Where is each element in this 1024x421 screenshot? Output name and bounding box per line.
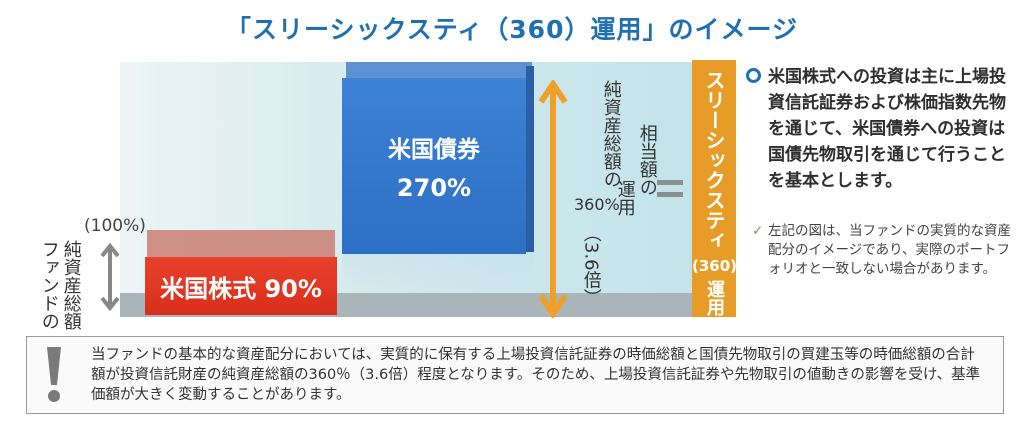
stock-bar-top: [147, 230, 335, 258]
total-label-col2: 360%: [574, 195, 620, 214]
fund-nav-label-col1: 純資産総額: [60, 240, 82, 330]
stock-bar: 米国株式 90%: [145, 257, 337, 315]
bullet-block: 米国株式への投資は主に上場投資信託証券および株価指数先物を通じて、米国債券への投…: [746, 64, 1018, 194]
bond-bar-fade: [342, 254, 534, 294]
pct-100-label: (100%): [84, 216, 146, 236]
total-label-col3: （3.6倍）: [580, 224, 602, 307]
three-sixty-num: (360): [692, 257, 738, 275]
double-arrow-large-icon: [538, 80, 568, 318]
note-block: ✓ 左記の図は、当ファンドの実質的な資産配分のイメージであり、実際のポートフォリ…: [752, 222, 1014, 279]
warning-box: 当ファンドの基本的な資産配分においては、実質的に保有する上場投資信託証券の時価総…: [26, 336, 1004, 414]
bond-bar: 米国債券 270%: [342, 78, 526, 254]
fund-nav-label-col2: ファンドの: [38, 240, 60, 330]
bullet-text: 米国株式への投資は主に上場投資信託証券および株価指数先物を通じて、米国債券への投…: [768, 67, 1006, 191]
equals-icon: [657, 180, 683, 204]
check-icon: ✓: [752, 223, 764, 239]
bond-bar-side: [526, 66, 534, 252]
equiv-label-col1: 相当額の: [636, 124, 658, 196]
bond-bar-label: 米国債券: [388, 137, 480, 163]
note-text: 左記の図は、当ファンドの実質的な資産配分のイメージであり、実際のポートフォリオと…: [768, 223, 1011, 277]
exclamation-icon: [47, 347, 61, 402]
three-sixty-label: スリーシックスティ: [702, 70, 726, 250]
bond-bar-value: 270%: [396, 174, 472, 202]
page-title: 「スリーシックスティ（360）運用」のイメージ: [226, 15, 798, 44]
three-sixty-unit: 運用: [704, 280, 725, 316]
bond-bar-top: [346, 62, 532, 80]
total-label-col1: 純資産総額の: [600, 80, 622, 188]
warning-text: 当ファンドの基本的な資産配分においては、実質的に保有する上場投資信託証券の時価総…: [91, 347, 981, 403]
double-arrow-small-icon: [100, 242, 120, 312]
three-sixty-box: スリーシックスティ (360) 運用: [692, 60, 738, 317]
ring-bullet-icon: [746, 68, 761, 83]
equiv-label-col2: 運用: [614, 180, 636, 216]
